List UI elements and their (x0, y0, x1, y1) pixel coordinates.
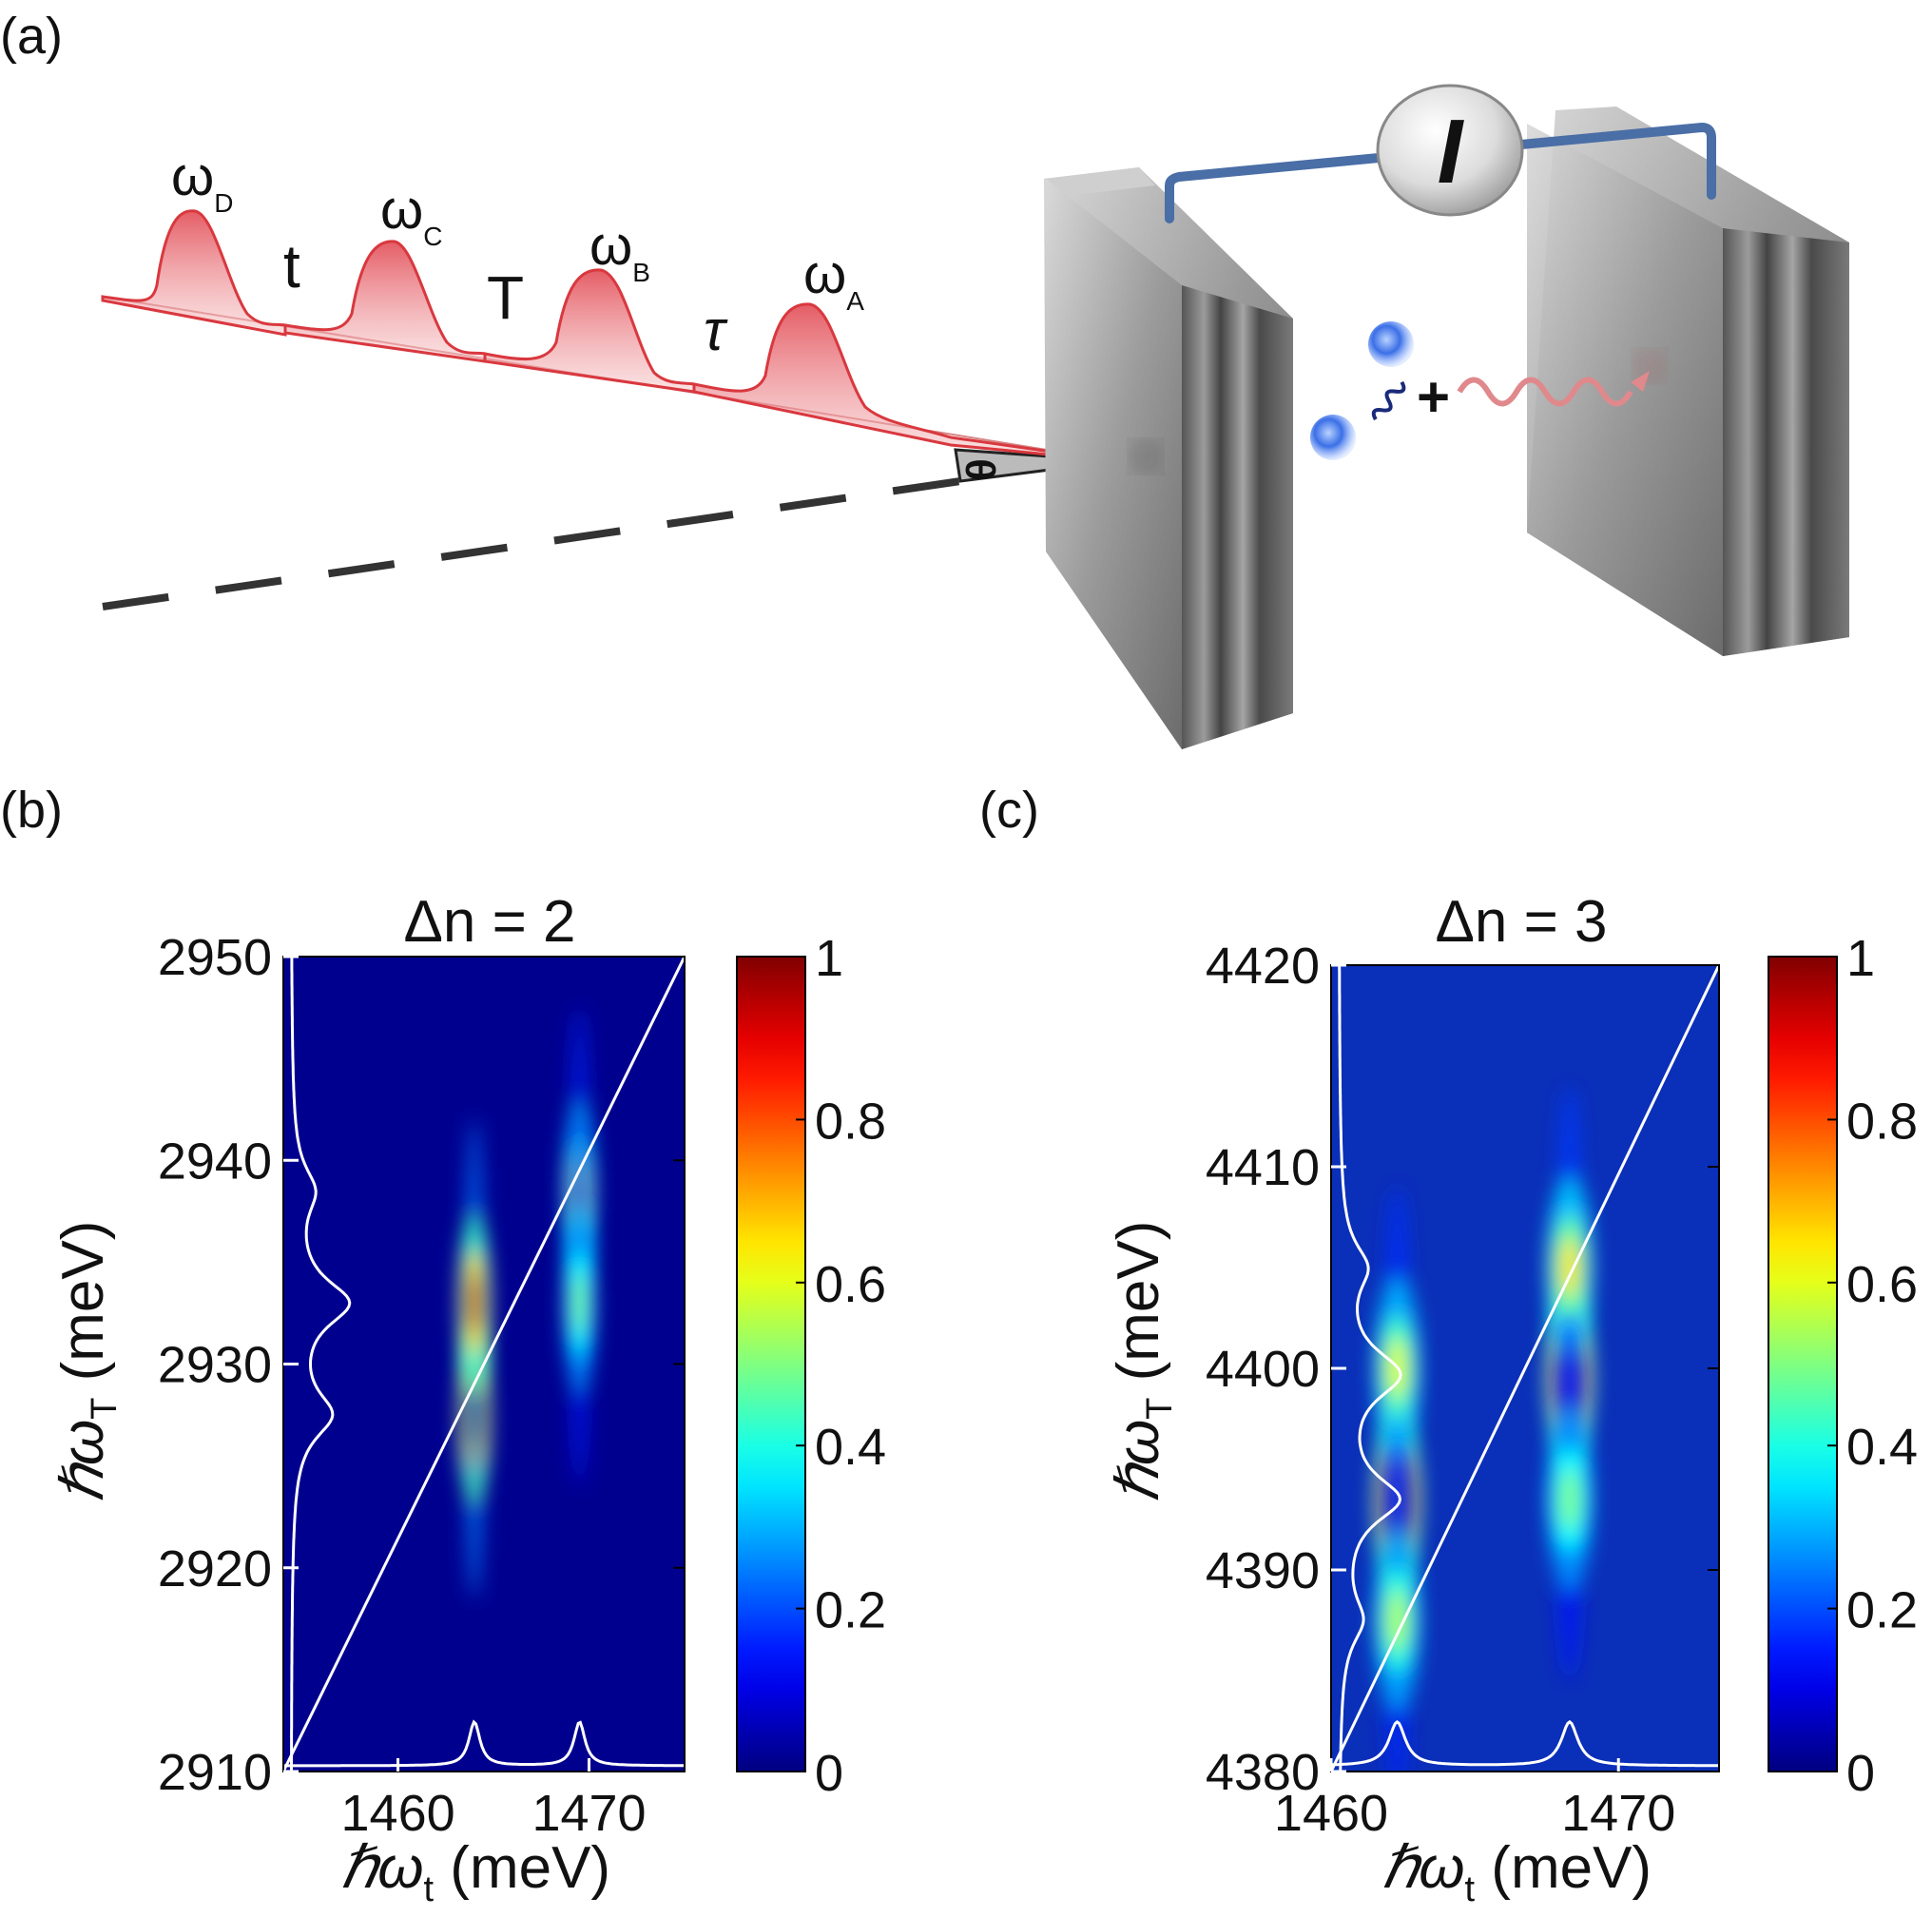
y-tick-label: 2930 (158, 1337, 272, 1394)
colorbar-tick-label: 0.8 (815, 1093, 886, 1150)
chart-c-colorbar: 0 0.2 0.4 0.6 0.8 1 (1768, 930, 1918, 1802)
delay-T-label: T (487, 263, 524, 332)
chart-b-xlabel: ℏωt (meV) (340, 1835, 610, 1909)
y-projection-curve (290, 957, 352, 1772)
chart-c-ylabel: ℏωT (meV) (1106, 1221, 1180, 1503)
colorbar-tick-label: 0.6 (815, 1256, 886, 1313)
current-meter-label: I (1438, 101, 1465, 203)
x-tick-label: 1470 (1561, 1785, 1675, 1842)
x-tick-label: 1460 (341, 1785, 455, 1842)
colorbar-tick-label: 0 (815, 1745, 843, 1802)
chart-b-plot (282, 956, 686, 1772)
pulse-c-label: ωC (380, 179, 443, 251)
chart-c-title: Δn = 3 (1435, 889, 1607, 955)
chart-c-heatmap (1374, 1086, 1594, 1772)
pulse-a (692, 302, 1118, 463)
chart-c-ticks: 1460 1470 4380 4390 4400 4410 4420 (1206, 938, 1719, 1842)
y-tick-label: 2910 (158, 1744, 272, 1801)
peak-5 (1546, 1318, 1594, 1681)
colorbar-tick-label: 0.4 (815, 1419, 886, 1476)
chart-b-heatmap (458, 1007, 595, 1598)
circuit-wire (1165, 122, 1716, 223)
current-meter: I (1376, 84, 1524, 217)
chart-c-xlabel: ℏωt (meV) (1381, 1835, 1652, 1909)
y-tick-label: 2940 (158, 1133, 272, 1190)
chart-c-plot (1330, 964, 1720, 1772)
peak-1 (458, 1119, 491, 1487)
diagonal-line (283, 957, 685, 1772)
chart-b-colorbar: 0 0.2 0.4 0.6 0.8 1 (736, 930, 886, 1802)
reference-axis-line (102, 477, 961, 610)
panel-b: (b) Δn = 2 1460 147029102920293029402950 … (0, 782, 886, 1909)
panel-a: (a) ωD ωC ωB ωA t T τ θ (0, 8, 1849, 749)
chart-b-colorbar-ticks: 0 0.2 0.4 0.6 0.8 1 (796, 930, 886, 1802)
chart-c-marks (1331, 965, 1719, 1772)
exciton-icon (1310, 321, 1414, 460)
photon-icon (1457, 371, 1650, 407)
y-tick-label: 4390 (1206, 1542, 1320, 1599)
panel-b-label: (b) (0, 782, 63, 839)
chart-c-colorbar-ticks: 0 0.2 0.4 0.6 0.8 1 (1827, 930, 1918, 1802)
panel-a-label: (a) (0, 8, 63, 65)
colorbar-tick-label: 1 (1846, 930, 1875, 987)
angle-theta-label: θ (958, 458, 1005, 481)
chart-b-ticks: 1460 1470 2910 2920 2930 2940 2950 (158, 929, 685, 1842)
y-tick-label: 4400 (1206, 1341, 1320, 1398)
y-tick-label: 2920 (158, 1540, 272, 1598)
y-tick-label: 4420 (1206, 938, 1320, 995)
peak-3 (564, 1119, 595, 1487)
pulse-train (101, 209, 1118, 463)
electrode-left (1044, 167, 1293, 749)
chart-b-title: Δn = 2 (403, 889, 575, 955)
panel-c: (c) Δn = 3 1460 147043804390440044104420 … (979, 782, 1918, 1909)
chart-b-ylabel: ℏωT (meV) (50, 1221, 125, 1503)
delay-t-label: t (283, 232, 300, 300)
electrode-right (1527, 106, 1849, 656)
colorbar-tick-label: 0.2 (1846, 1582, 1918, 1639)
pulse-d (101, 209, 287, 337)
plus-sign: + (1417, 365, 1450, 429)
peak-2 (1374, 1439, 1420, 1772)
angle-wedge (954, 448, 1118, 483)
colorbar-tick-label: 0 (1846, 1745, 1875, 1802)
x-projection-curve (1331, 1719, 1719, 1768)
x-tick-label: 1470 (531, 1785, 646, 1842)
pulse-b-label: ωB (589, 215, 650, 287)
x-tick-label: 1460 (1274, 1785, 1388, 1842)
pulse-d-label: ωD (171, 145, 234, 218)
y-tick-label: 4380 (1206, 1744, 1320, 1801)
pulse-c (283, 240, 487, 363)
y-projection-curve (1338, 965, 1402, 1772)
chart-b-marks (283, 957, 685, 1772)
panel-c-label: (c) (979, 782, 1039, 839)
chart-b-colorbar-scale (736, 956, 806, 1772)
pulse-a-label: ωA (803, 243, 864, 316)
colorbar-tick-label: 0.8 (1846, 1093, 1918, 1150)
colorbar-tick-label: 0.2 (815, 1582, 886, 1639)
colorbar-tick-label: 1 (815, 930, 843, 987)
pulse-b (483, 268, 696, 394)
y-tick-label: 4410 (1206, 1139, 1320, 1196)
chart-c-colorbar-scale (1768, 956, 1838, 1772)
diagonal-line (1331, 965, 1719, 1772)
x-projection-curve (283, 1719, 685, 1768)
y-tick-label: 2950 (158, 929, 272, 986)
delay-tau-label: τ (704, 299, 728, 362)
colorbar-tick-label: 0.4 (1846, 1419, 1918, 1476)
colorbar-tick-label: 0.6 (1846, 1256, 1918, 1313)
